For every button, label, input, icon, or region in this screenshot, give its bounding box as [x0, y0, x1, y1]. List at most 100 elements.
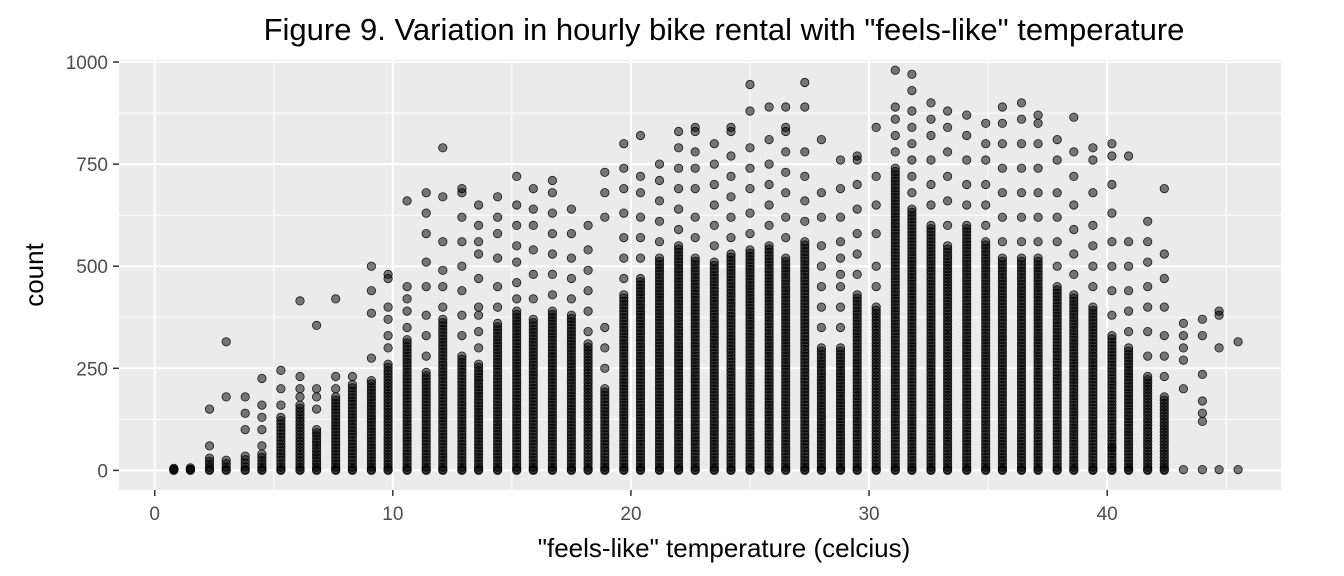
data-point — [600, 384, 610, 394]
data-point — [852, 249, 862, 259]
data-point — [1233, 464, 1243, 475]
data-point — [331, 384, 341, 394]
data-point — [1033, 139, 1043, 149]
data-point — [583, 326, 593, 337]
y-tick-label: 750 — [76, 155, 108, 176]
data-point — [1052, 281, 1062, 292]
data-point — [619, 273, 629, 284]
data-point — [745, 208, 755, 218]
data-point — [402, 196, 412, 206]
data-point — [781, 253, 791, 263]
x-axis-label: "feels-like" temperature (celcius) — [538, 533, 910, 563]
data-point — [1016, 163, 1027, 173]
data-point — [295, 392, 305, 402]
data-point — [257, 412, 267, 422]
data-point — [547, 208, 558, 218]
data-point — [257, 441, 267, 451]
data-point — [473, 310, 484, 320]
data-point — [457, 237, 467, 247]
data-point — [473, 237, 484, 247]
data-point — [926, 200, 936, 210]
data-point — [1052, 261, 1062, 271]
data-point — [204, 453, 215, 463]
data-point — [673, 126, 684, 137]
data-point — [852, 204, 862, 214]
data-point — [942, 122, 953, 133]
data-point — [890, 114, 900, 124]
x-tick-label: 40 — [1097, 504, 1118, 525]
data-point — [366, 353, 376, 363]
data-point — [1107, 237, 1117, 247]
data-point — [366, 375, 376, 386]
data-point — [764, 159, 774, 169]
data-point — [871, 171, 881, 181]
data-point — [547, 249, 558, 259]
data-point — [547, 175, 558, 186]
data-point — [457, 286, 467, 296]
data-point — [690, 253, 700, 263]
data-point — [726, 249, 736, 259]
data-point — [745, 79, 755, 90]
data-point — [512, 277, 522, 288]
data-point — [673, 241, 684, 251]
data-point — [1069, 290, 1079, 300]
data-point — [726, 233, 736, 243]
data-point — [1197, 330, 1208, 341]
data-point — [835, 237, 846, 247]
data-point — [1088, 281, 1098, 292]
data-point — [942, 171, 953, 181]
data-point — [457, 330, 467, 341]
data-point — [1143, 216, 1153, 226]
data-point — [981, 200, 991, 210]
data-point — [764, 200, 774, 210]
data-point — [816, 302, 827, 312]
data-point — [781, 233, 791, 243]
data-point — [1143, 351, 1153, 361]
data-point — [1107, 443, 1117, 453]
data-point — [835, 302, 846, 312]
data-point — [492, 212, 503, 222]
data-point — [583, 220, 593, 230]
data-point — [311, 404, 322, 414]
data-point — [907, 204, 917, 214]
data-point — [926, 98, 936, 108]
data-point — [566, 229, 577, 239]
data-point — [690, 184, 700, 194]
data-point — [816, 135, 827, 145]
data-point — [907, 106, 917, 116]
data-point — [1197, 314, 1208, 324]
data-point — [890, 65, 900, 75]
data-point — [764, 135, 774, 145]
data-point — [492, 318, 503, 328]
data-point — [528, 314, 538, 324]
data-point — [402, 306, 412, 316]
data-point — [907, 86, 917, 96]
data-point — [240, 392, 250, 402]
data-point — [745, 245, 755, 255]
data-point — [473, 220, 484, 230]
data-point — [566, 294, 577, 304]
data-point — [1159, 302, 1169, 312]
data-point — [835, 343, 846, 353]
data-point — [871, 261, 881, 271]
data-point — [185, 463, 195, 473]
data-point — [600, 322, 610, 333]
data-point — [781, 147, 791, 157]
data-point — [871, 281, 881, 292]
data-point — [1178, 355, 1189, 365]
data-point — [835, 269, 846, 279]
data-point — [1052, 212, 1062, 222]
data-point — [852, 151, 862, 161]
data-point — [1107, 330, 1117, 341]
data-point — [981, 139, 991, 149]
data-point — [942, 241, 953, 251]
data-point — [709, 257, 719, 267]
data-point — [816, 281, 827, 292]
data-point — [635, 273, 646, 284]
data-point — [673, 204, 684, 214]
data-point — [1143, 281, 1153, 292]
data-point — [1069, 249, 1079, 259]
data-point — [1178, 384, 1189, 394]
data-point — [528, 269, 538, 279]
